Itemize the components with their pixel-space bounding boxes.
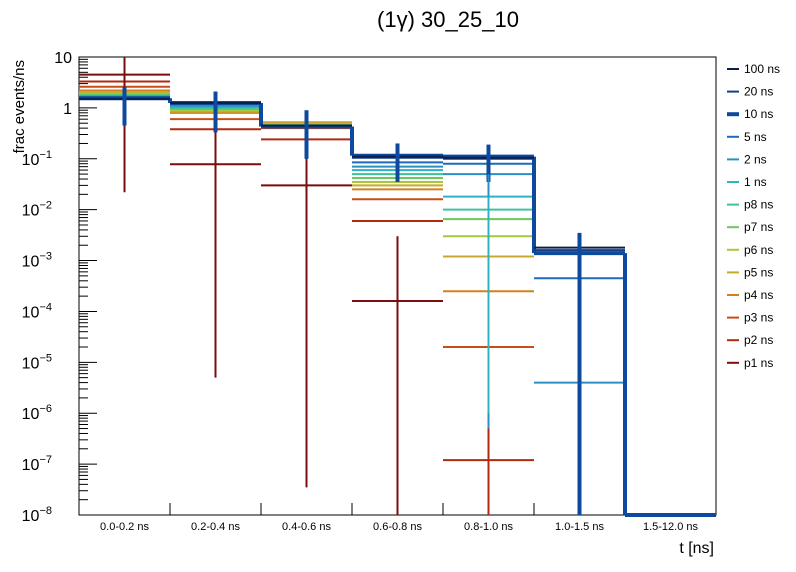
legend-label: 2 ns	[744, 152, 767, 166]
legend-entry: p4 ns	[727, 288, 773, 302]
legend-label: 1 ns	[744, 175, 767, 189]
x-axis: 0.0-0.2 ns 0.2-0.4 ns 0.4-0.6 ns 0.6-0.8 ns…	[100, 503, 699, 533]
legend-label: p7 ns	[744, 220, 773, 234]
y-axis: 10 1 10−1 10−2 10−3 10−4 10−5 10−6 10−7 10−8	[22, 50, 97, 525]
x-axis-label: t [ns]	[679, 540, 714, 557]
legend-entry: 2 ns	[727, 152, 767, 166]
legend-entry: p2 ns	[727, 333, 773, 347]
legend-entry: 100 ns	[727, 62, 780, 76]
x-tick-label: 0.0-0.2 ns	[100, 521, 149, 533]
legend-label: 20 ns	[744, 85, 773, 99]
legend: 100 ns 20 ns 10 ns 5 ns 2 ns 1 ns p8 ns p7 ns p6…	[727, 62, 780, 370]
legend-entry: p3 ns	[727, 311, 773, 325]
x-tick-label: 0.4-0.6 ns	[282, 521, 331, 533]
legend-label: 100 ns	[744, 62, 780, 76]
y-tick-label: 10−5	[22, 352, 52, 372]
legend-label: 5 ns	[744, 130, 767, 144]
legend-entry: p5 ns	[727, 265, 773, 279]
x-tick-label: 0.8-1.0 ns	[464, 521, 513, 533]
legend-entry: p6 ns	[727, 243, 773, 257]
y-tick-label: 10−3	[22, 251, 52, 271]
y-tick-label: 10	[54, 50, 72, 67]
x-tick-label: 1.5-12.0 ns	[643, 521, 699, 533]
legend-label: p8 ns	[744, 198, 773, 212]
legend-label: p1 ns	[744, 356, 773, 370]
x-tick-label: 0.2-0.4 ns	[191, 521, 240, 533]
legend-entry: 20 ns	[727, 85, 773, 99]
legend-label: p6 ns	[744, 243, 773, 257]
y-tick-label: 10−6	[22, 403, 52, 423]
chart-title: (1γ) 30_25_10	[377, 7, 519, 32]
legend-entry: 10 ns	[727, 107, 773, 121]
legend-entry: p7 ns	[727, 220, 773, 234]
y-tick-label: 10−7	[22, 454, 52, 474]
x-tick-label: 1.0-1.5 ns	[555, 521, 604, 533]
legend-label: p5 ns	[744, 265, 773, 279]
y-tick-label: 10−8	[22, 505, 52, 525]
legend-label: p4 ns	[744, 288, 773, 302]
legend-label: p3 ns	[744, 311, 773, 325]
x-tick-label: 0.6-0.8 ns	[373, 521, 422, 533]
legend-label: 10 ns	[744, 107, 773, 121]
legend-entry: 5 ns	[727, 130, 767, 144]
legend-label: p2 ns	[744, 333, 773, 347]
legend-entry: 1 ns	[727, 175, 767, 189]
legend-entry: p8 ns	[727, 198, 773, 212]
error-bars	[122, 57, 582, 515]
y-axis-label: frac events/ns	[11, 60, 28, 153]
y-tick-label: 10−1	[22, 149, 52, 169]
legend-entry: p1 ns	[727, 356, 773, 370]
y-tick-label: 10−2	[22, 200, 52, 220]
y-tick-label: 10−4	[22, 301, 52, 321]
y-tick-label: 1	[63, 101, 72, 118]
